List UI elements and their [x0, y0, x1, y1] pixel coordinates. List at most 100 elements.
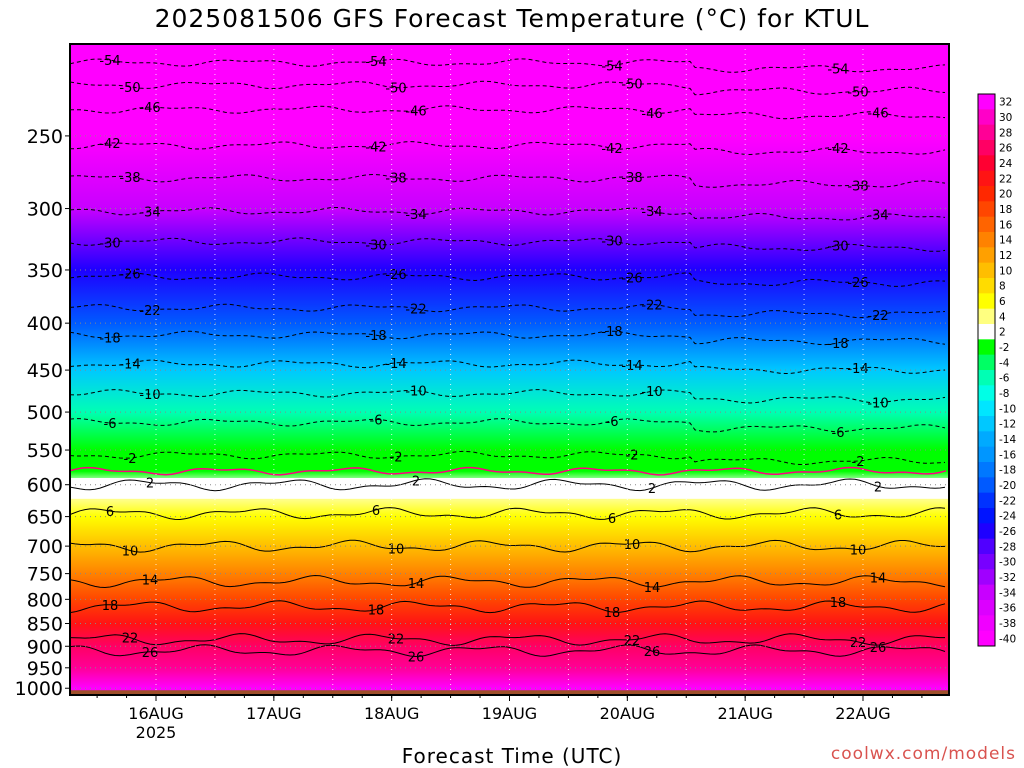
colorbar-swatch [978, 278, 995, 294]
isotherm-label: -30 [827, 239, 848, 254]
y-tick-label: 900 [27, 636, 63, 658]
isotherm-label: -38 [385, 172, 406, 187]
colorbar-swatch [978, 324, 995, 340]
isotherm-label: 6 [608, 512, 616, 527]
colorbar-label: -20 [999, 480, 1016, 492]
colorbar-label: -34 [999, 587, 1016, 599]
isotherm-label: -2 [390, 451, 403, 466]
colorbar-label: -10 [999, 403, 1016, 415]
y-tick-label: 850 [27, 613, 63, 635]
isotherm-line [70, 173, 946, 188]
colorbar-label: 2 [999, 327, 1006, 339]
colorbar-swatch [978, 400, 995, 417]
ground-band [70, 690, 949, 695]
isotherm-line [70, 600, 946, 614]
colorbar-label: -40 [999, 633, 1016, 645]
isotherm-label: 22 [122, 632, 139, 647]
isotherm-label: -30 [99, 236, 120, 251]
colorbar-label: 26 [999, 143, 1013, 155]
y-tick-label: 400 [27, 313, 63, 335]
freezing-level-line [70, 466, 947, 476]
colorbar-swatch [978, 477, 995, 494]
isotherm-line [70, 478, 946, 492]
colorbar-label: 24 [999, 158, 1013, 170]
isotherm-label: -14 [119, 357, 140, 372]
isotherm-label: 2 [648, 482, 656, 497]
x-tick-sublabel: 2025 [136, 723, 177, 742]
isotherm-label: 14 [870, 572, 887, 587]
isotherm-label: -2 [124, 452, 137, 467]
isotherm-label: 26 [870, 641, 887, 656]
colorbar-label: -28 [999, 541, 1016, 553]
colorbar-label: 20 [999, 189, 1012, 201]
isotherm-label: -14 [385, 357, 406, 372]
isotherm-label: 14 [408, 577, 425, 592]
colorbar-swatch [978, 216, 995, 233]
isotherm-label: -38 [847, 179, 868, 194]
isotherm-label: -50 [119, 81, 140, 96]
y-tick-label: 1000 [15, 678, 63, 700]
isotherm-line [70, 237, 946, 252]
isotherm-label: -10 [139, 388, 160, 403]
isotherm-line [70, 389, 946, 404]
isotherm-label: -18 [827, 337, 848, 352]
isotherm-label: -10 [867, 397, 888, 412]
isotherm-label: -50 [621, 78, 642, 93]
colorbar-label: 6 [999, 296, 1006, 308]
colorbar-swatch [978, 431, 995, 448]
isotherm-label: -34 [641, 205, 662, 220]
isotherm-label: -50 [385, 82, 406, 97]
isotherm-label: -54 [365, 55, 386, 70]
isotherm-label: -18 [601, 325, 622, 340]
isotherm-label: -26 [621, 271, 642, 286]
colorbar-swatch [978, 94, 995, 110]
isotherm-line [70, 574, 946, 589]
isotherm-label: -30 [601, 235, 622, 250]
x-tick-label: 17AUG [246, 704, 301, 723]
isotherm-line [70, 58, 946, 73]
isotherm-label: 18 [102, 599, 119, 614]
colorbar-swatch [978, 262, 995, 279]
colorbar-label: -32 [999, 572, 1016, 584]
colorbar-swatch [978, 600, 995, 616]
isotherm-label: 10 [624, 538, 641, 553]
colorbar-swatch [978, 109, 995, 126]
x-tick-label: 20AUG [600, 704, 655, 723]
isotherm-line [70, 507, 946, 521]
isotherm-label: -30 [365, 238, 386, 253]
isotherm-label: 22 [388, 633, 405, 648]
colorbar-swatch [978, 339, 995, 356]
isotherm-line [70, 359, 946, 375]
isotherm-label: -34 [405, 208, 426, 223]
isotherm-line [70, 450, 946, 465]
isotherm-line [70, 105, 946, 120]
colorbar-swatch [978, 446, 995, 463]
isotherm-label: -22 [641, 298, 662, 313]
isotherm-label: -22 [405, 303, 426, 318]
isotherm-label: -54 [827, 62, 848, 77]
isotherm-label: -26 [119, 268, 140, 283]
colorbar-swatch [978, 523, 995, 540]
colorbar-label: -26 [999, 526, 1016, 538]
isotherm-line [70, 206, 946, 221]
colorbar-label: -16 [999, 449, 1016, 461]
isotherm-label: 10 [122, 544, 139, 559]
isotherm-label: 6 [834, 508, 842, 523]
isotherm-label: -42 [601, 142, 622, 157]
colorbar-label: 30 [999, 112, 1012, 124]
colorbar-label: 32 [999, 97, 1012, 109]
credit-link[interactable]: coolwx.com/models [830, 744, 1016, 764]
colorbar-swatch [978, 615, 995, 632]
colorbar-swatch [978, 492, 995, 509]
isotherm-label: -46 [405, 105, 426, 120]
colorbar-swatch [978, 247, 995, 264]
isotherm-label: 2 [412, 474, 420, 489]
isotherm-label: -42 [365, 141, 386, 156]
colorbar-label: 12 [999, 250, 1012, 262]
colorbar-swatch [978, 155, 995, 172]
isotherm-label: -18 [99, 331, 120, 346]
colorbar-swatch [978, 124, 995, 141]
isotherm-label: 14 [142, 574, 159, 589]
colorbar-label: 4 [999, 311, 1006, 323]
isotherm-label: 26 [142, 646, 159, 661]
